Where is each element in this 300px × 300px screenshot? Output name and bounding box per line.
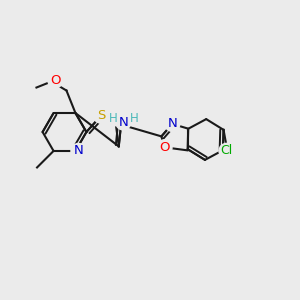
Text: N: N	[167, 117, 177, 130]
Text: Cl: Cl	[220, 144, 233, 157]
Text: N: N	[74, 145, 83, 158]
Circle shape	[165, 116, 180, 131]
Circle shape	[157, 140, 172, 155]
Circle shape	[94, 108, 109, 123]
Circle shape	[71, 143, 86, 158]
Text: H: H	[130, 112, 139, 125]
Text: H: H	[109, 112, 118, 125]
Circle shape	[219, 143, 234, 158]
Text: O: O	[50, 74, 61, 87]
Circle shape	[106, 111, 121, 126]
Circle shape	[116, 115, 131, 130]
Circle shape	[127, 111, 142, 126]
Text: S: S	[97, 109, 105, 122]
Text: O: O	[159, 141, 170, 154]
Text: N: N	[118, 116, 128, 129]
Circle shape	[48, 73, 63, 88]
